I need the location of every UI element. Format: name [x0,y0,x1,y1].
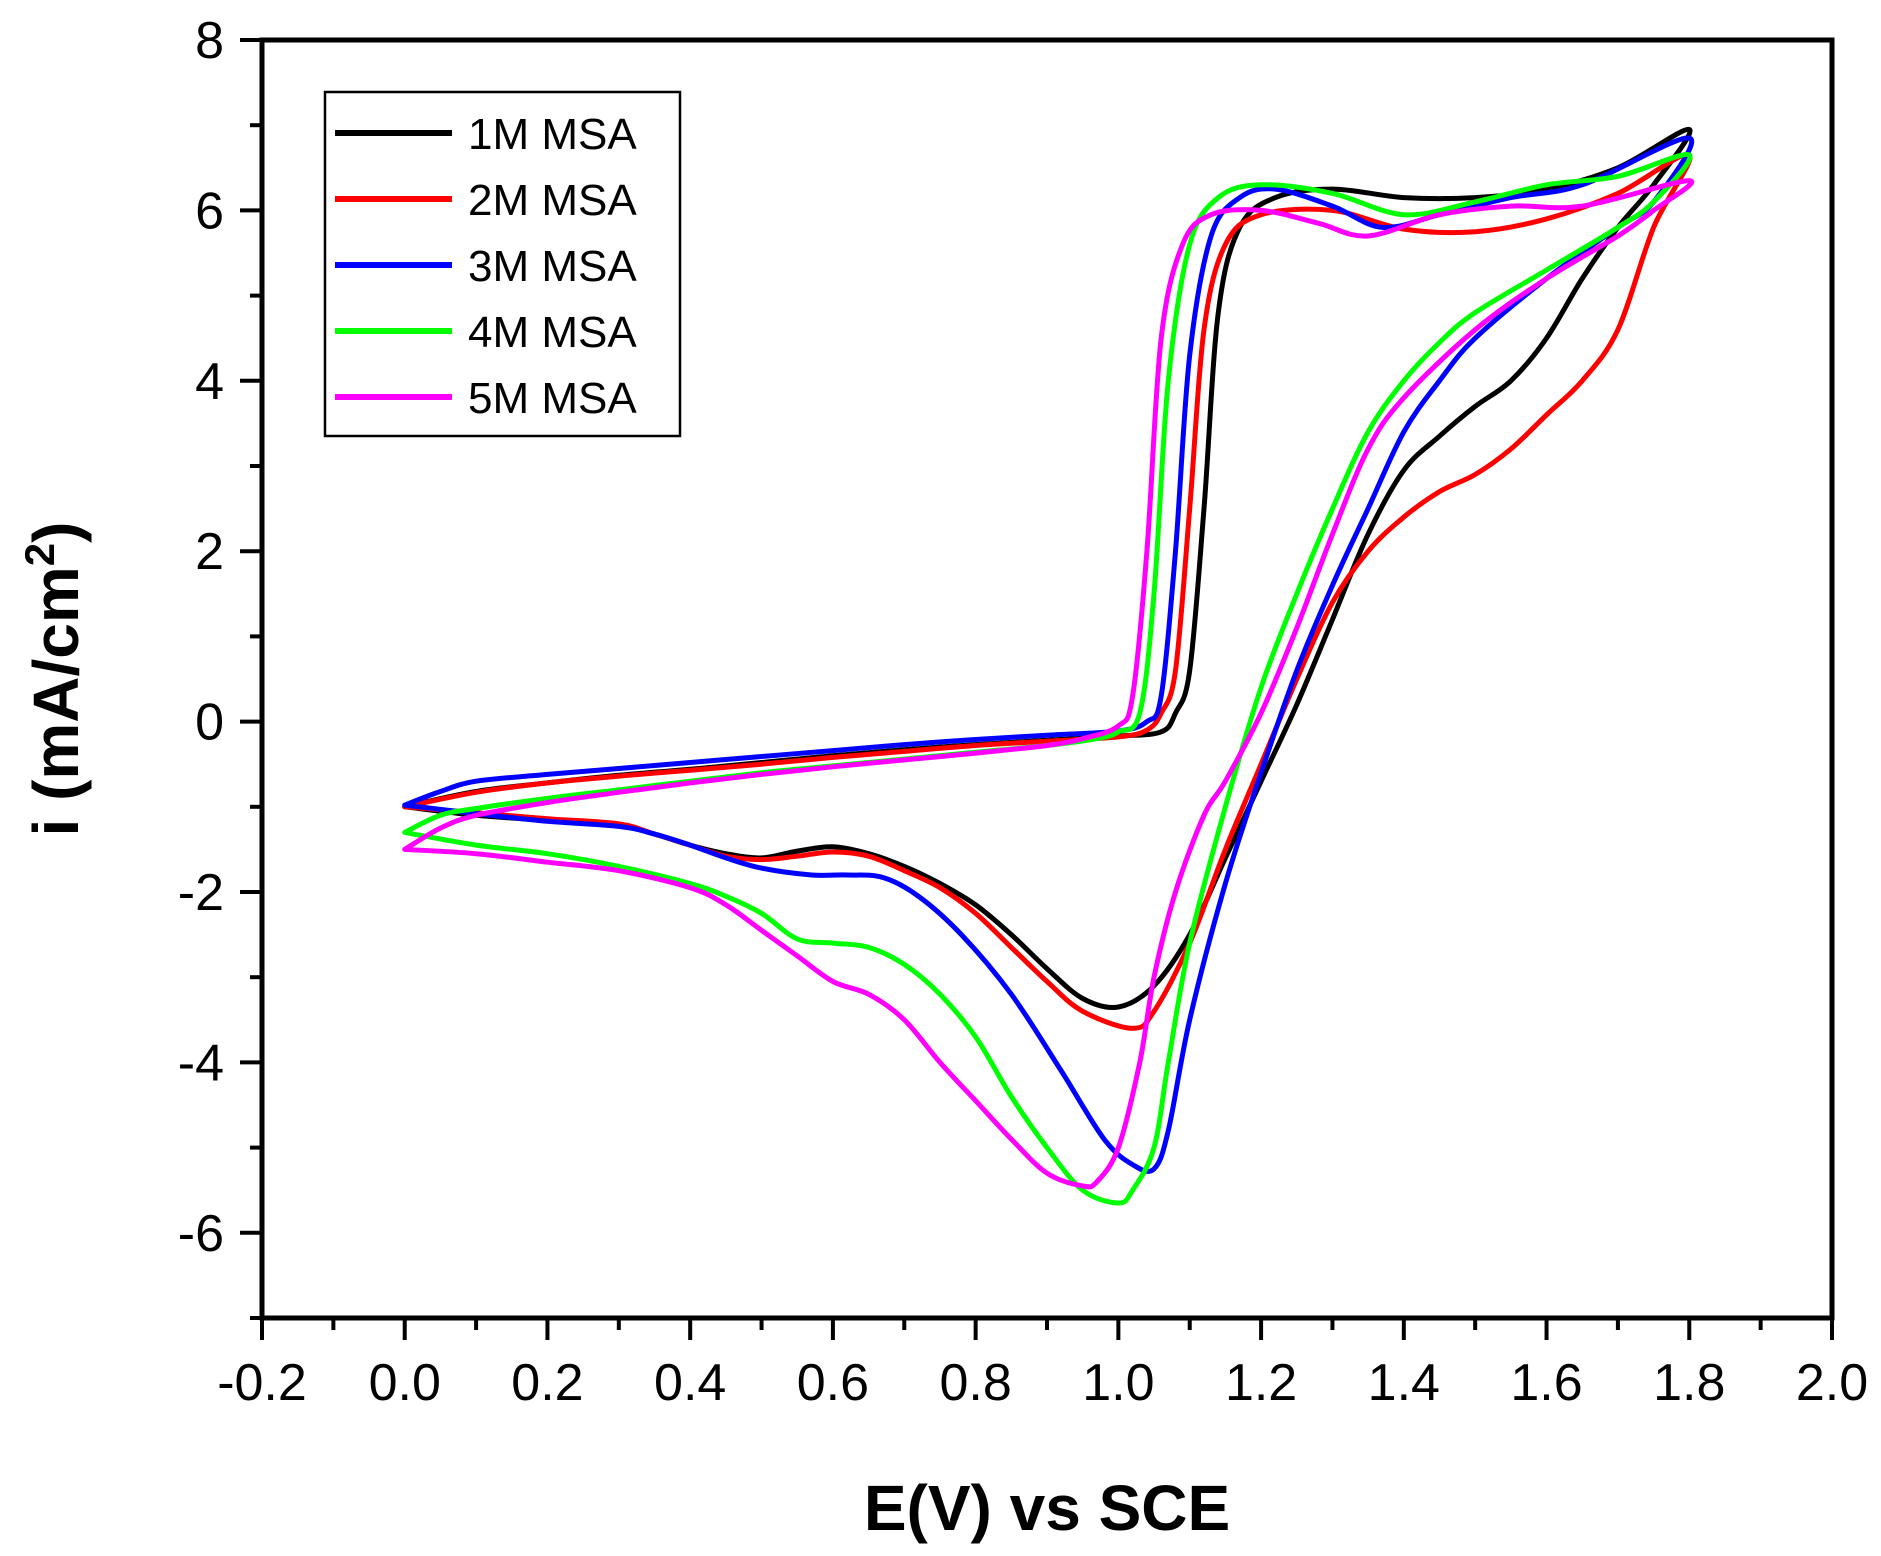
x-tick-label: 0.0 [369,1354,441,1412]
x-tick-label: 2.0 [1796,1354,1868,1412]
y-tick-label: -4 [178,1034,224,1092]
series-line-2m-msa [402,151,1693,1031]
series-layer [402,126,1695,1206]
y-tick-label: 4 [195,353,224,411]
x-tick-label: 0.2 [511,1354,583,1412]
series-line-5m-msa [402,178,1695,1190]
legend-label: 2M MSA [468,176,637,225]
x-tick-label: 0.4 [654,1354,726,1412]
y-axis-title-superscript: 2 [16,543,63,566]
legend-label: 5M MSA [468,374,637,423]
x-tick-label: 0.6 [797,1354,869,1412]
y-axis-title-close: ) [20,522,92,543]
plot-area [402,126,1695,1206]
y-tick-label: 0 [195,694,224,752]
y-tick-label: -2 [178,864,224,922]
y-tick-label: 8 [195,12,224,70]
x-tick-label: -0.2 [217,1354,307,1412]
legend-label: 3M MSA [468,242,637,291]
y-axis-title-main: i (mA/cm [20,566,92,836]
x-axis: -0.2 0.0 0.2 0.4 0.6 0.8 1.0 1.2 1.4 1.6 1.8 2.0 [217,1318,1868,1412]
legend: 1M MSA 2M MSA 3M MSA 4M MSA 5M MSA [323,90,682,438]
x-tick-label: 1.4 [1368,1354,1440,1412]
y-axis-title: i (mA/cm2) [16,522,92,837]
y-tick-label: -6 [178,1205,224,1263]
y-tick-label: 6 [195,182,224,240]
x-axis-title: E(V) vs SCE [864,1472,1230,1544]
x-tick-label: 1.2 [1225,1354,1297,1412]
legend-label: 1M MSA [468,110,637,159]
y-axis: -6 -4 -2 0 2 4 6 8 [178,12,262,1320]
x-tick-label: 1.8 [1653,1354,1725,1412]
x-tick-label: 1.0 [1082,1354,1154,1412]
x-tick-label: 0.8 [939,1354,1011,1412]
legend-label: 4M MSA [468,308,637,357]
y-tick-label: 2 [195,523,224,581]
x-tick-label: 1.6 [1510,1354,1582,1412]
